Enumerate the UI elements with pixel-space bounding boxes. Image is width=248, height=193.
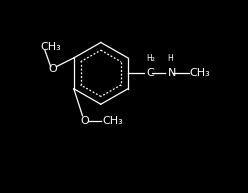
Text: O: O [48, 64, 57, 74]
Text: CH₃: CH₃ [190, 68, 210, 78]
Text: CH₃: CH₃ [103, 116, 124, 126]
Text: H: H [167, 54, 173, 63]
Text: N: N [167, 68, 176, 78]
Text: C: C [146, 68, 154, 78]
Text: O: O [80, 116, 89, 126]
Text: CH₃: CH₃ [40, 42, 61, 52]
Text: H₂: H₂ [146, 54, 155, 63]
